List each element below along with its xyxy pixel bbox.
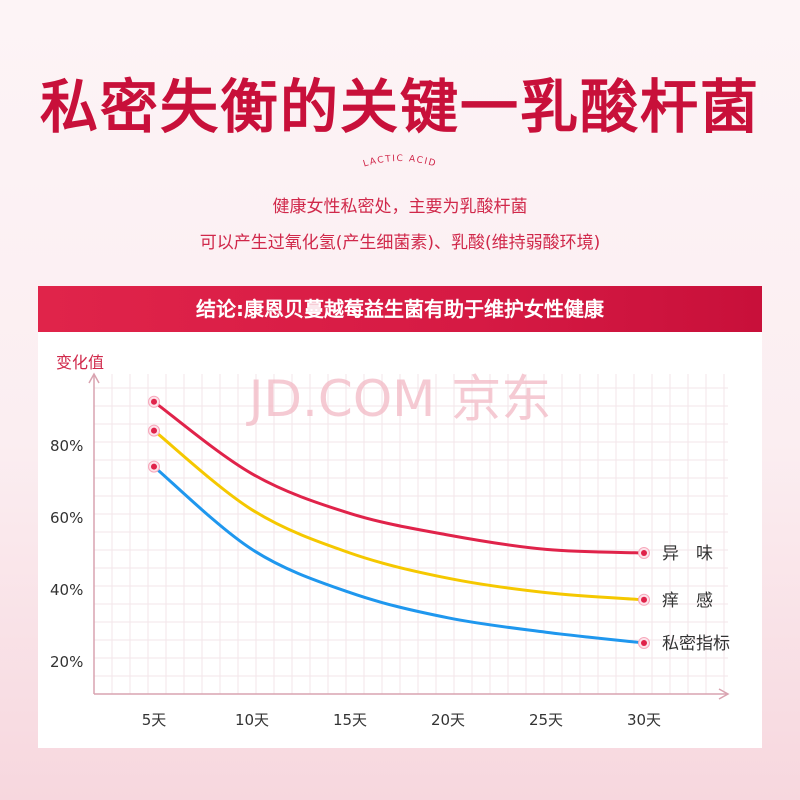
series-point	[151, 463, 157, 470]
x-axis-arrow	[718, 688, 730, 700]
x-tick-labels: 5天 10天 15天 20天 25天 30天	[142, 711, 661, 729]
chart-axes	[88, 372, 730, 700]
series-line	[152, 400, 646, 555]
x-tick-label: 5天	[142, 711, 167, 729]
series-point	[151, 398, 157, 405]
x-tick-label: 25天	[529, 711, 563, 729]
series-point	[641, 550, 647, 556]
y-tick-label: 20%	[50, 653, 83, 671]
intro-line-2: 可以产生过氧化氢(产生细菌素)、乳酸(维持弱酸环境)	[199, 233, 601, 253]
x-tick-label: 20天	[431, 711, 465, 729]
series-label: 异 味	[662, 544, 713, 564]
line-chart: JD.COM 京东 变化值 20% 40% 60% 80% 5天 10天 15天 20天 25…	[50, 353, 730, 729]
svg-text:LACTIC ACID: LACTIC ACID	[362, 154, 438, 170]
series-label: 痒 感	[662, 591, 713, 611]
watermark-text: JD.COM 京东	[246, 370, 551, 428]
x-tick-label: 10天	[235, 711, 269, 729]
y-tick-label: 80%	[50, 437, 83, 455]
y-axis-label: 变化值	[56, 353, 104, 372]
y-tick-labels: 20% 40% 60% 80%	[50, 437, 83, 671]
x-tick-label: 30天	[627, 711, 661, 729]
lactic-acid-text: LACTIC ACID	[362, 154, 436, 170]
conclusion-banner: 结论:康恩贝蔓越莓益生菌有助于维护女性健康	[38, 286, 762, 332]
x-tick-label: 15天	[333, 711, 367, 729]
y-axis-arrow	[88, 372, 100, 384]
series-line	[152, 429, 646, 602]
y-tick-label: 40%	[50, 581, 83, 599]
series-point	[151, 427, 157, 434]
series-point	[641, 640, 647, 646]
series-line	[152, 465, 646, 645]
chart-grid	[93, 374, 728, 695]
chart-panel: JD.COM 京东 变化值 20% 40% 60% 80% 5天 10天 15天 20天 25…	[38, 332, 762, 748]
page-title: 私密失衡的关键一乳酸杆菌	[39, 73, 760, 141]
series-label: 私密指标	[662, 634, 730, 654]
series-point	[641, 596, 647, 603]
y-tick-label: 60%	[50, 509, 83, 527]
lactic-acid-subtitle: LACTIC ACID	[362, 154, 438, 170]
intro-line-1: 健康女性私密处，主要为乳酸杆菌	[272, 197, 528, 217]
series-lines	[148, 395, 650, 649]
